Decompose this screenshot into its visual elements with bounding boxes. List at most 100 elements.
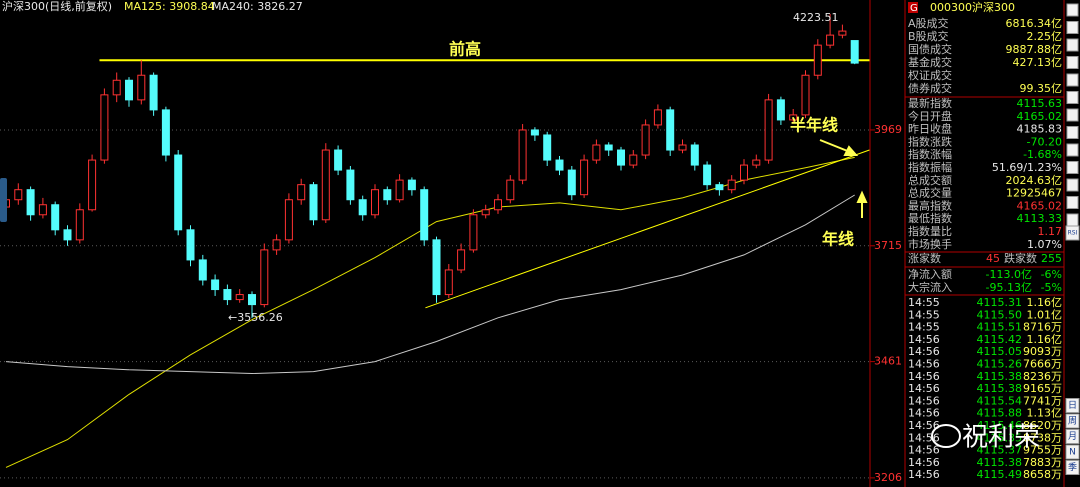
tool-icon[interactable] xyxy=(1066,56,1079,69)
wechat-icon xyxy=(931,424,961,448)
candle-body xyxy=(469,214,478,251)
candle-body xyxy=(653,109,662,126)
panel-text: 8716万 xyxy=(1023,321,1062,334)
candle-body xyxy=(407,179,416,191)
tool-icon[interactable] xyxy=(1066,178,1079,192)
tool-button[interactable] xyxy=(1065,460,1080,475)
panel-text: 1.16亿 xyxy=(1027,296,1063,309)
panel-text: 427.13亿 xyxy=(1013,56,1063,69)
panel-text: 最新指数 xyxy=(908,96,952,110)
tool-label[interactable]: RSI xyxy=(1068,230,1078,237)
panel-text: 4115.38 xyxy=(977,456,1023,469)
panel-text: 51.69/1.23% xyxy=(992,161,1062,174)
tool-icon[interactable] xyxy=(1066,161,1079,174)
candle-body xyxy=(629,154,638,166)
panel-text: 1.16亿 xyxy=(1027,333,1063,346)
candle-body xyxy=(617,149,625,166)
candle-body xyxy=(604,144,613,151)
panel-text: 255 xyxy=(1041,252,1062,265)
candle-body xyxy=(51,204,60,231)
tool-icon[interactable] xyxy=(1066,126,1079,139)
candle-body xyxy=(752,159,761,166)
candle-body xyxy=(63,229,72,241)
candle-body xyxy=(223,289,232,301)
panel-text: B股成交 xyxy=(908,29,949,43)
candle-body xyxy=(481,209,490,216)
candle-body xyxy=(100,94,109,161)
panel-text: 4115.31 xyxy=(977,296,1023,309)
tool-button[interactable] xyxy=(1065,429,1080,444)
tool-label[interactable]: 月 xyxy=(1068,431,1077,442)
panel-text: 1.07% xyxy=(1027,238,1062,251)
panel-text: 9755万 xyxy=(1023,444,1062,457)
panel-text: 14:56 xyxy=(908,358,940,371)
candle-body xyxy=(592,144,601,161)
candle-body xyxy=(211,279,220,291)
candle-body xyxy=(776,99,785,121)
side-handle[interactable] xyxy=(0,178,7,222)
candle-body xyxy=(161,109,170,156)
ma-line xyxy=(5,156,855,468)
panel-text: -95.13亿 xyxy=(986,281,1032,294)
panel-text: 权证成交 xyxy=(908,68,952,82)
tool-icon[interactable] xyxy=(1066,196,1079,209)
panel-text: 7666万 xyxy=(1023,358,1062,371)
tool-button[interactable] xyxy=(1065,444,1080,460)
candle-body xyxy=(494,199,502,211)
panel-text: 昨日收盘 xyxy=(908,122,952,136)
candle-body xyxy=(260,249,269,306)
candle-body xyxy=(75,209,84,241)
panel-text: 8738万 xyxy=(1023,431,1062,444)
candle-body xyxy=(88,159,97,211)
panel-text: 跌家数 xyxy=(1004,251,1037,265)
candle-body xyxy=(272,239,281,251)
tool-icon[interactable] xyxy=(1066,91,1079,104)
kline-chart xyxy=(0,13,870,479)
panel-text: 8658万 xyxy=(1023,468,1062,481)
panel-text: 国债成交 xyxy=(908,42,952,56)
panel-text: 4113.33 xyxy=(1017,212,1063,225)
panel-text: 指数振幅 xyxy=(908,160,952,174)
candle-body xyxy=(137,74,146,101)
candle-body xyxy=(457,249,466,271)
candle-body xyxy=(764,99,773,161)
panel-text: 最高指数 xyxy=(908,198,952,212)
ma240-label: MA240: 3826.27 xyxy=(212,0,303,13)
candle-body xyxy=(432,239,441,296)
panel-text: 9165万 xyxy=(1023,382,1062,395)
tool-label[interactable]: 周 xyxy=(1068,416,1077,427)
panel-text: 最低指数 xyxy=(908,211,952,225)
tool-button[interactable] xyxy=(1065,225,1080,241)
panel-text: 4115.42 xyxy=(977,333,1023,346)
panel-text: 2.25亿 xyxy=(1027,30,1063,43)
tool-label[interactable]: N xyxy=(1069,448,1076,458)
tool-icon[interactable] xyxy=(1066,108,1079,122)
candle-body xyxy=(641,124,650,156)
panel-text: 14:56 xyxy=(908,370,940,383)
tool-icon[interactable] xyxy=(1066,213,1079,227)
candle-body xyxy=(112,79,121,96)
panel-text: 14:56 xyxy=(908,407,940,420)
candle-body xyxy=(309,184,318,221)
tool-button[interactable] xyxy=(1065,413,1080,429)
tool-icon[interactable] xyxy=(1066,21,1079,34)
tool-icon[interactable] xyxy=(1066,38,1079,52)
panel-text: 1.13亿 xyxy=(1027,407,1063,420)
panel-text: 7741万 xyxy=(1023,394,1062,407)
tool-icon[interactable] xyxy=(1066,73,1079,87)
watermark: 祝利荣 xyxy=(931,423,1040,453)
tool-button[interactable] xyxy=(1065,398,1080,413)
tool-icon[interactable] xyxy=(1066,143,1079,157)
tool-label[interactable]: 季 xyxy=(1068,461,1077,473)
panel-text: 涨家数 xyxy=(908,251,941,265)
panel-text: 4115.49 xyxy=(977,468,1023,481)
panel-text: 14:56 xyxy=(908,394,940,407)
candle-body xyxy=(506,179,515,201)
panel-text: 4115.51 xyxy=(977,321,1023,334)
panel-text: 大宗流入 xyxy=(908,280,952,294)
tool-icon[interactable] xyxy=(1066,3,1079,17)
candle-body xyxy=(321,149,330,221)
tool-label[interactable]: 日 xyxy=(1068,400,1077,411)
